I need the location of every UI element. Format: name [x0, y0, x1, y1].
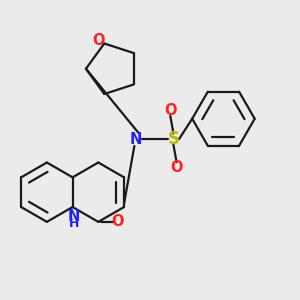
Text: O: O — [111, 214, 123, 230]
Text: O: O — [92, 34, 105, 49]
Text: N: N — [130, 132, 142, 147]
Text: N: N — [68, 209, 80, 224]
Text: S: S — [167, 130, 179, 148]
Text: H: H — [69, 217, 79, 230]
Text: O: O — [164, 103, 177, 118]
Text: O: O — [170, 160, 183, 175]
